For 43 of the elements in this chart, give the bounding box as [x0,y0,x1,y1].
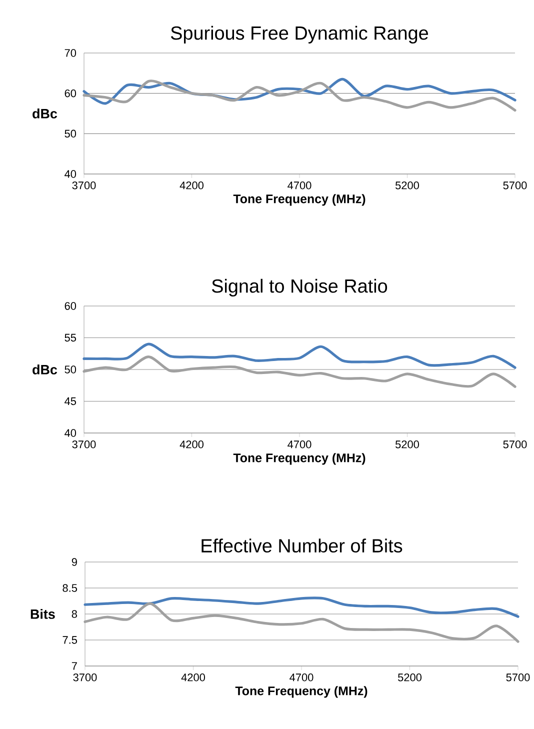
x-tick-label: 4200 [180,440,204,448]
y-tick-label: 40 [64,429,76,437]
y-tick-label: 60 [64,302,76,310]
y-tick-label: 70 [64,49,76,57]
y-tick-label: 50 [64,366,76,374]
x-axis-title: Tone Frequency (MHz) [235,686,368,698]
x-tick-label: 4200 [181,674,205,682]
x-tick-label: 4700 [290,674,314,682]
chart-title: Spurious Free Dynamic Range [170,26,428,44]
chart-title: Effective Number of Bits [202,538,402,553]
y-axis-title: Bits [30,609,55,619]
y-tick-label: 8 [72,610,77,618]
x-tick-label: 4200 [180,182,204,190]
y-tick-label: 50 [64,130,76,138]
x-tick-label: 5700 [503,440,527,448]
x-axis-title: Tone Frequency (MHz) [233,194,366,206]
y-tick-label: 7 [72,662,77,670]
y-tick-label: 40 [64,170,76,178]
x-tick-label: 3700 [73,674,97,682]
y-tick-label: 60 [64,89,76,98]
chart-title: Signal to Noise Ratio [212,278,388,296]
x-tick-label: 4700 [288,182,312,190]
x-tick-label: 3700 [72,440,96,448]
line-series [82,80,516,112]
x-tick-label: 5700 [506,674,530,682]
x-axis-title: Tone Frequency (MHz) [233,453,366,465]
y-tick-label: 9 [72,558,77,566]
y-axis-title: dBc [32,108,58,118]
y-tick-label: 55 [64,334,76,342]
x-tick-label: 3700 [72,182,96,190]
line-series [82,356,516,388]
x-tick-label: 5200 [396,182,419,190]
line-series [84,602,520,643]
x-tick-label: 5200 [396,440,419,448]
y-tick-label: 45 [64,397,76,406]
line-series [84,596,520,618]
x-tick-label: 5200 [398,674,422,682]
y-tick-label: 8.5 [62,584,78,592]
line-series [82,342,516,369]
y-tick-label: 7.5 [62,636,78,644]
x-tick-label: 4700 [288,440,312,448]
y-axis-title: dBc [32,364,58,374]
x-tick-label: 5700 [503,182,527,190]
